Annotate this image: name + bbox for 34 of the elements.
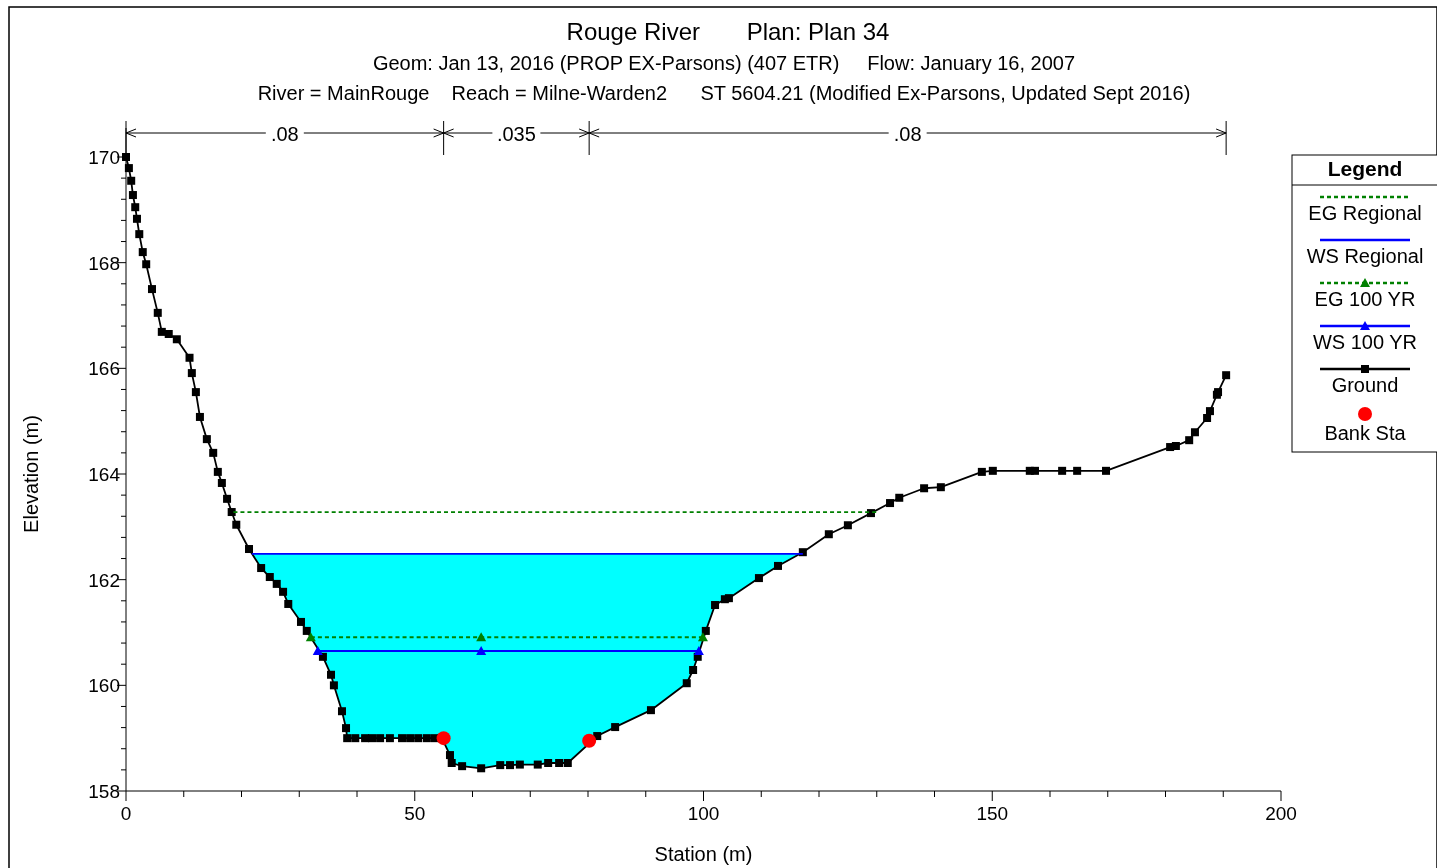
- legend-title: Legend: [1327, 157, 1403, 180]
- point: [476, 645, 487, 655]
- legend-label: WS 100 YR: [1312, 331, 1418, 353]
- point: [693, 645, 704, 655]
- x-tick-label: 50: [404, 803, 426, 824]
- y-tick-label: 166: [88, 358, 120, 380]
- chart-title: Rouge River Plan: Plan 34: [566, 18, 890, 45]
- text: .035: [496, 123, 536, 145]
- y-tick-label: 162: [88, 569, 120, 591]
- legend-label: EG 100 YR: [1314, 288, 1416, 310]
- point: [436, 731, 451, 746]
- x-tick-label: 0: [120, 803, 132, 824]
- point: [476, 632, 487, 642]
- y-tick-label: 160: [88, 675, 120, 697]
- legend-label: Bank Sta: [1324, 422, 1407, 444]
- point: [697, 632, 708, 642]
- y-tick-label: 158: [88, 781, 120, 802]
- legend-label: EG Regional: [1308, 202, 1422, 224]
- x-tick-label: 150: [976, 803, 1009, 824]
- point: [305, 632, 316, 642]
- x-tick-label: 200: [1265, 803, 1297, 824]
- legend-label: WS Regional: [1306, 245, 1424, 267]
- y-axis-title: Elevation (m): [20, 415, 42, 533]
- y-tick-label: 164: [88, 464, 121, 485]
- text: .08: [270, 123, 299, 145]
- chart-subtitle: Geom: Jan 13, 2016 (PROP EX-Parsons) (407 ETR) Flow: January 16, 2007 River = MainRouge Reach = Milne-Warden2 ST 5604.21 (Modified Ex-Parsons, Updated Sept 2016): [257, 52, 1191, 104]
- x-tick-label: 100: [687, 803, 720, 824]
- y-tick-label: 168: [88, 252, 120, 274]
- text: .08: [893, 123, 922, 145]
- y-tick-label: 170: [88, 147, 120, 168]
- legend-label: Ground: [1331, 374, 1399, 396]
- x-axis-title: Station (m): [654, 843, 753, 865]
- point: [582, 733, 597, 748]
- point: [312, 645, 323, 655]
